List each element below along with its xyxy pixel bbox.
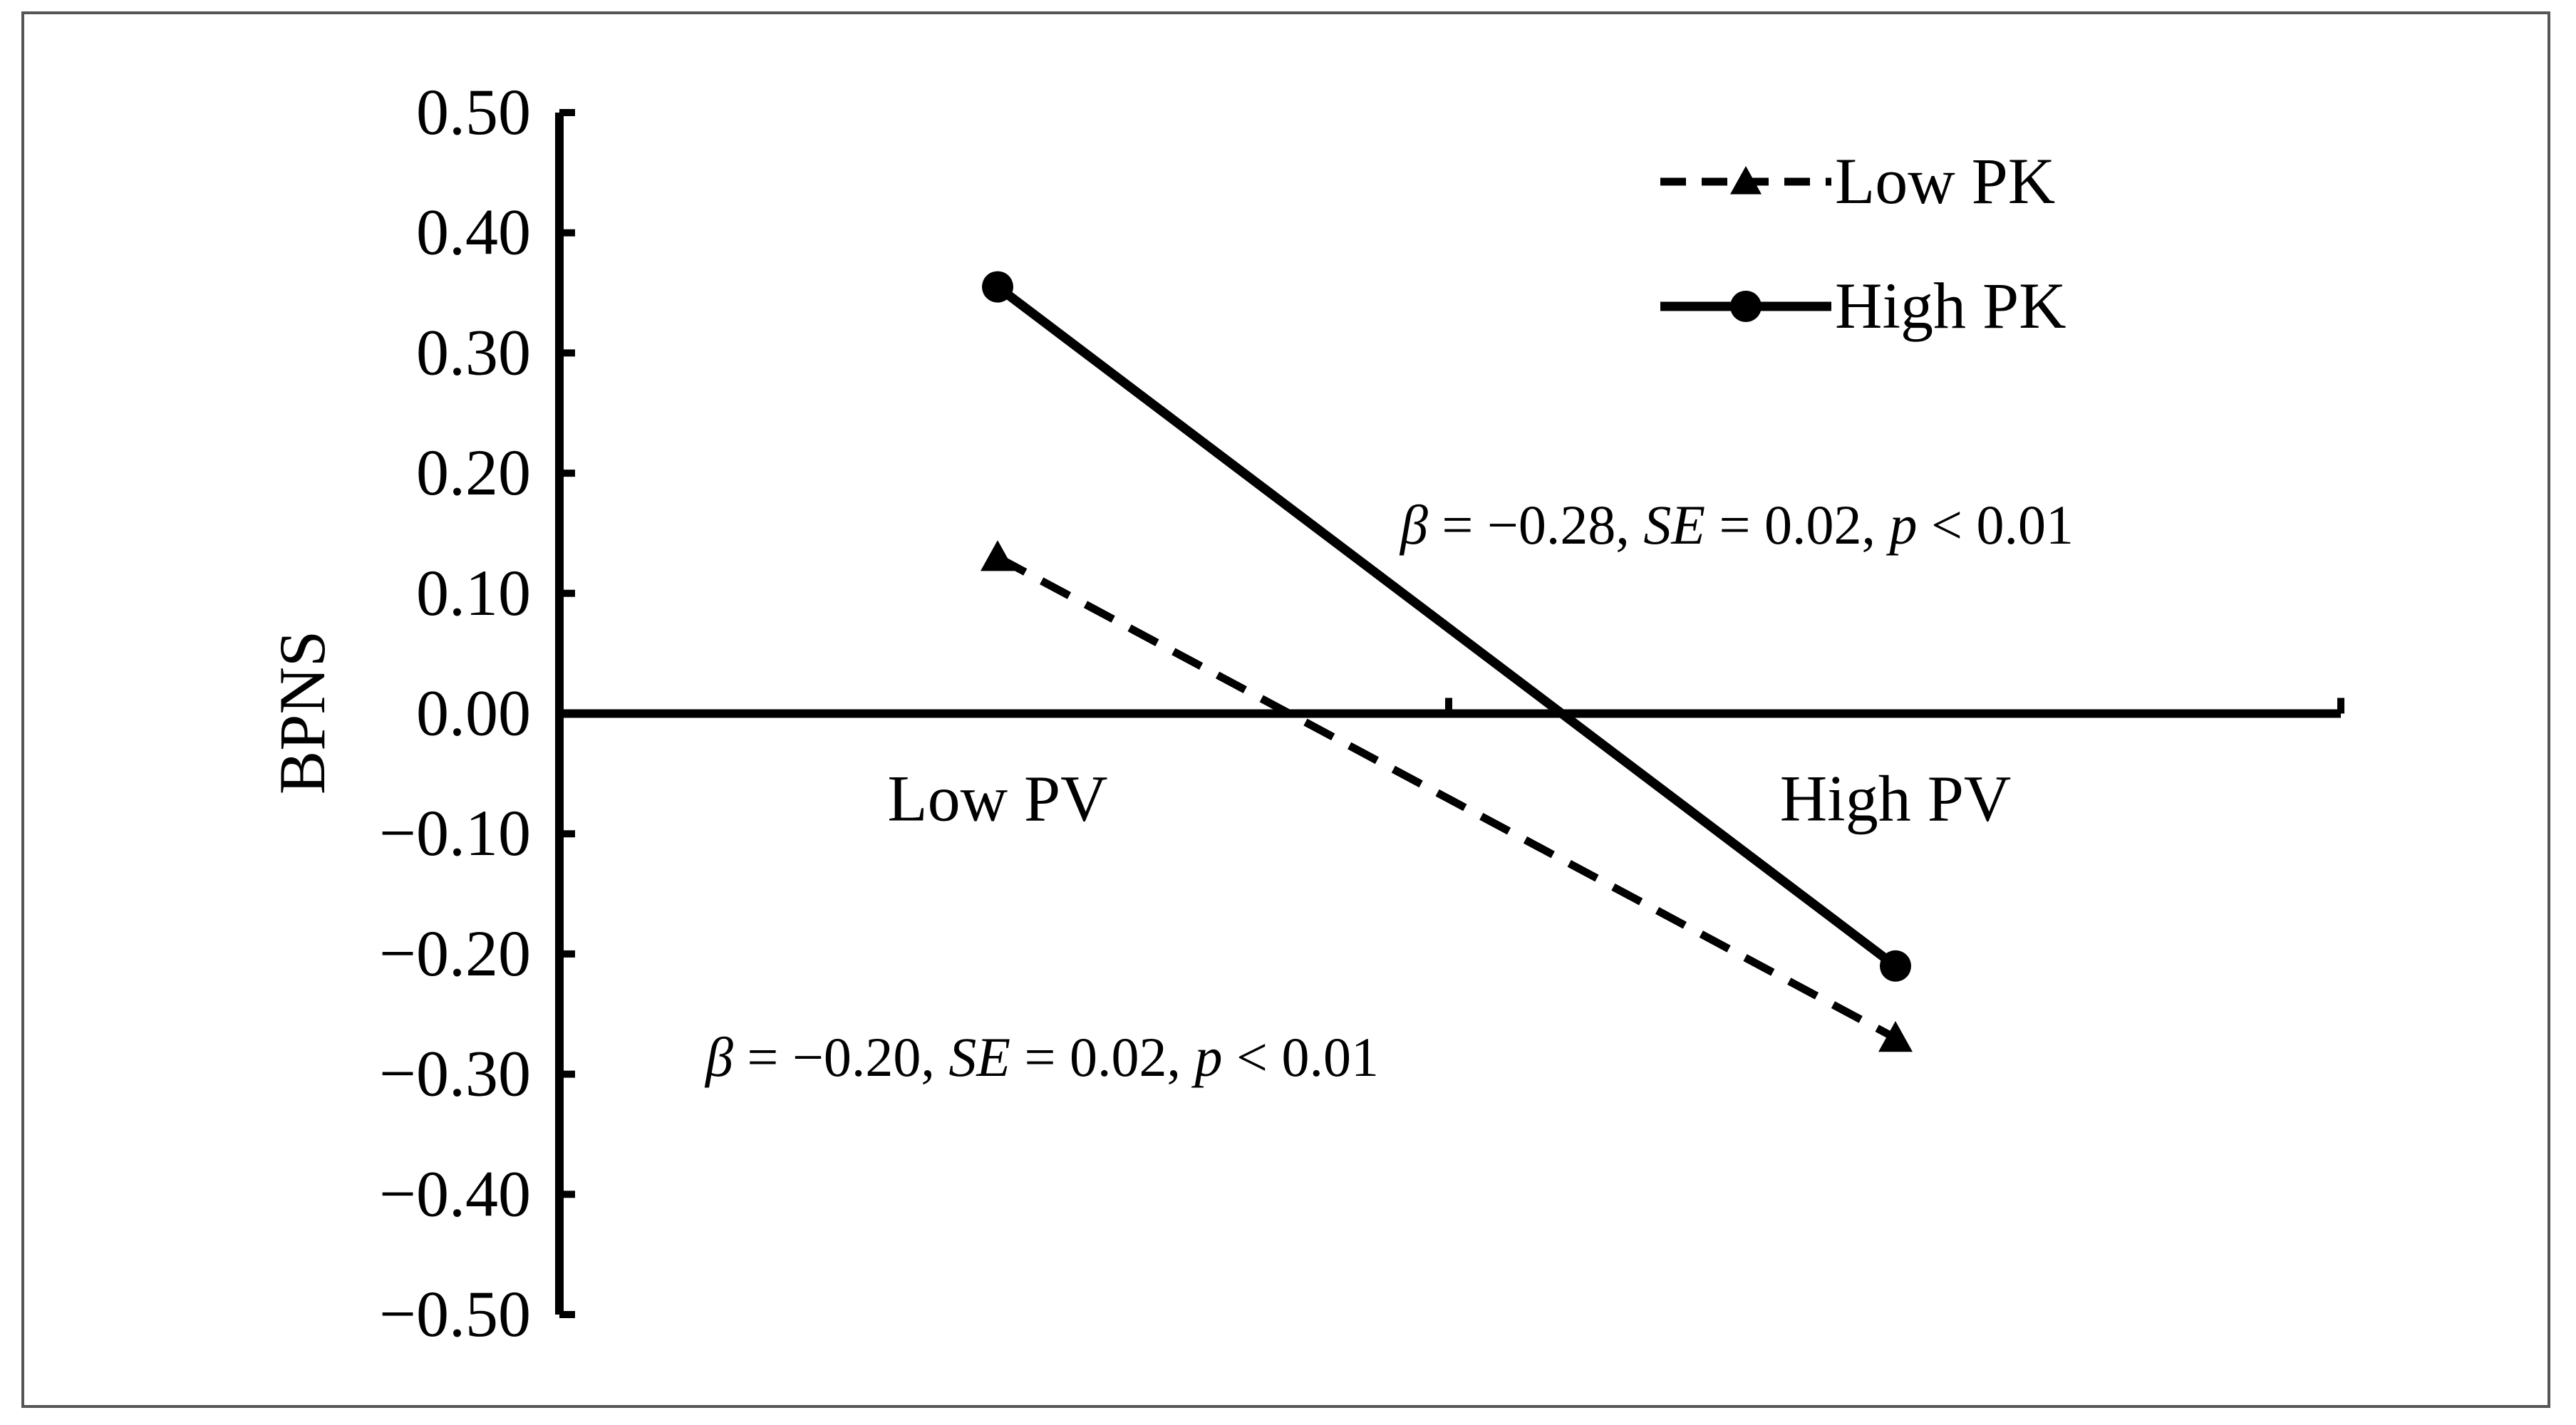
annotation-low-pk-eq1: = −0.20,: [733, 1026, 948, 1088]
y-tick-label: −0.40: [379, 1157, 531, 1230]
legend-swatch-triangle: [1730, 166, 1762, 195]
annotation-high-pk: β = −0.28, SE = 0.02, p < 0.01: [1399, 494, 2074, 556]
data-point-triangle: [1878, 1020, 1913, 1052]
legend-item-high-pk: High PK: [1660, 269, 2067, 342]
y-tick-labels: 0.50 0.40 0.30 0.20 0.10 0.00 −0.10 −0.20 −0.30 −…: [379, 76, 531, 1350]
annotation-high-pk-beta: β: [1399, 494, 1428, 556]
annotation-low-pk-beta: β: [704, 1026, 733, 1088]
y-tick-label: −0.10: [379, 797, 531, 869]
data-point-triangle: [981, 540, 1015, 571]
y-tick-label: −0.30: [379, 1037, 531, 1110]
axes: [555, 109, 2344, 1318]
annotation-high-pk-eq3: < 0.01: [1918, 494, 2074, 556]
legend-item-low-pk: Low PK: [1660, 145, 2055, 217]
y-tick-label: 0.00: [416, 677, 531, 750]
annotation-high-pk-eq2: = 0.02,: [1705, 494, 1890, 556]
series-high-pk: [982, 271, 1911, 982]
x-category-labels: Low PV High PV: [887, 762, 2011, 835]
y-tick-label: 0.20: [416, 436, 531, 509]
legend-label: High PK: [1835, 269, 2067, 342]
annotation-low-pk-se: SE: [948, 1026, 1010, 1088]
data-point-circle: [982, 271, 1013, 303]
y-tick-label: −0.20: [379, 917, 531, 990]
annotation-low-pk-eq2: = 0.02,: [1010, 1026, 1195, 1088]
series-line: [995, 283, 1898, 970]
y-tick-label: 0.50: [416, 76, 531, 148]
legend: Low PK High PK: [1660, 145, 2067, 342]
legend-swatch-circle: [1730, 291, 1762, 322]
y-tick-label: 0.40: [416, 196, 531, 269]
series: [981, 271, 1913, 1052]
series-low-pk: [981, 540, 1913, 1052]
y-tick-label: 0.30: [416, 316, 531, 388]
y-tick-label: −0.50: [379, 1278, 531, 1350]
y-tick-label: 0.10: [416, 556, 531, 629]
legend-label: Low PK: [1835, 145, 2055, 217]
annotation-low-pk-p: p: [1191, 1026, 1223, 1088]
x-category-label: High PV: [1780, 762, 2012, 835]
annotation-high-pk-p: p: [1886, 494, 1918, 556]
annotation-low-pk: β = −0.20, SE = 0.02, p < 0.01: [704, 1026, 1379, 1088]
data-point-circle: [1880, 950, 1911, 982]
annotation-high-pk-se: SE: [1643, 494, 1705, 556]
x-category-label: Low PV: [887, 762, 1107, 835]
y-axis-title: BPNS: [266, 631, 338, 794]
annotation-high-pk-eq1: = −0.28,: [1428, 494, 1643, 556]
series-line: [995, 554, 1898, 1042]
annotation-low-pk-eq3: < 0.01: [1223, 1026, 1380, 1088]
